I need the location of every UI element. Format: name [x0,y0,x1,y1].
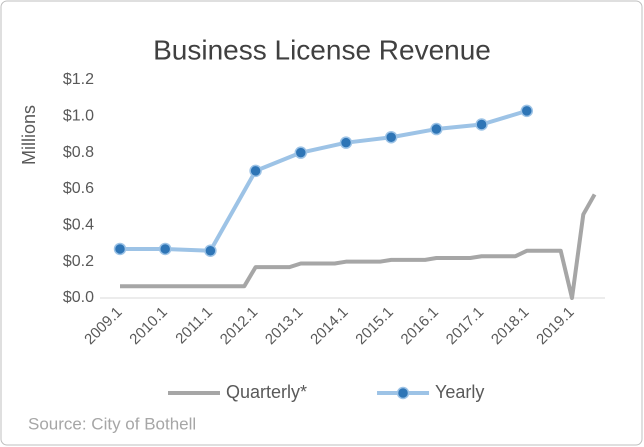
data-point [339,136,353,149]
data-point [113,242,127,256]
data-point [204,244,217,258]
y-tick-label: $0.0 [63,289,94,306]
y-tick-label: $0.2 [63,253,94,270]
source-note: Source: City of Bothell [28,414,196,433]
data-point [430,122,443,136]
y-tick-label: $0.6 [63,180,94,197]
legend-label: Yearly [435,382,484,402]
data-point [384,130,398,144]
legend-marker [396,386,410,400]
data-point [294,146,308,159]
chart-title: Business License Revenue [153,34,491,65]
data-point [475,118,488,131]
y-tick-label: $0.4 [63,217,94,234]
data-point [249,164,262,178]
series-line [120,108,528,253]
legend-label: Quarterly* [226,382,307,402]
y-tick-label: $1.2 [63,71,94,88]
y-tick-label: $0.8 [63,144,94,161]
data-point [158,242,172,256]
series-line [120,193,597,300]
y-axis-label: Millions [19,105,39,165]
data-point [520,104,534,118]
y-tick-label: $1.0 [63,108,94,125]
